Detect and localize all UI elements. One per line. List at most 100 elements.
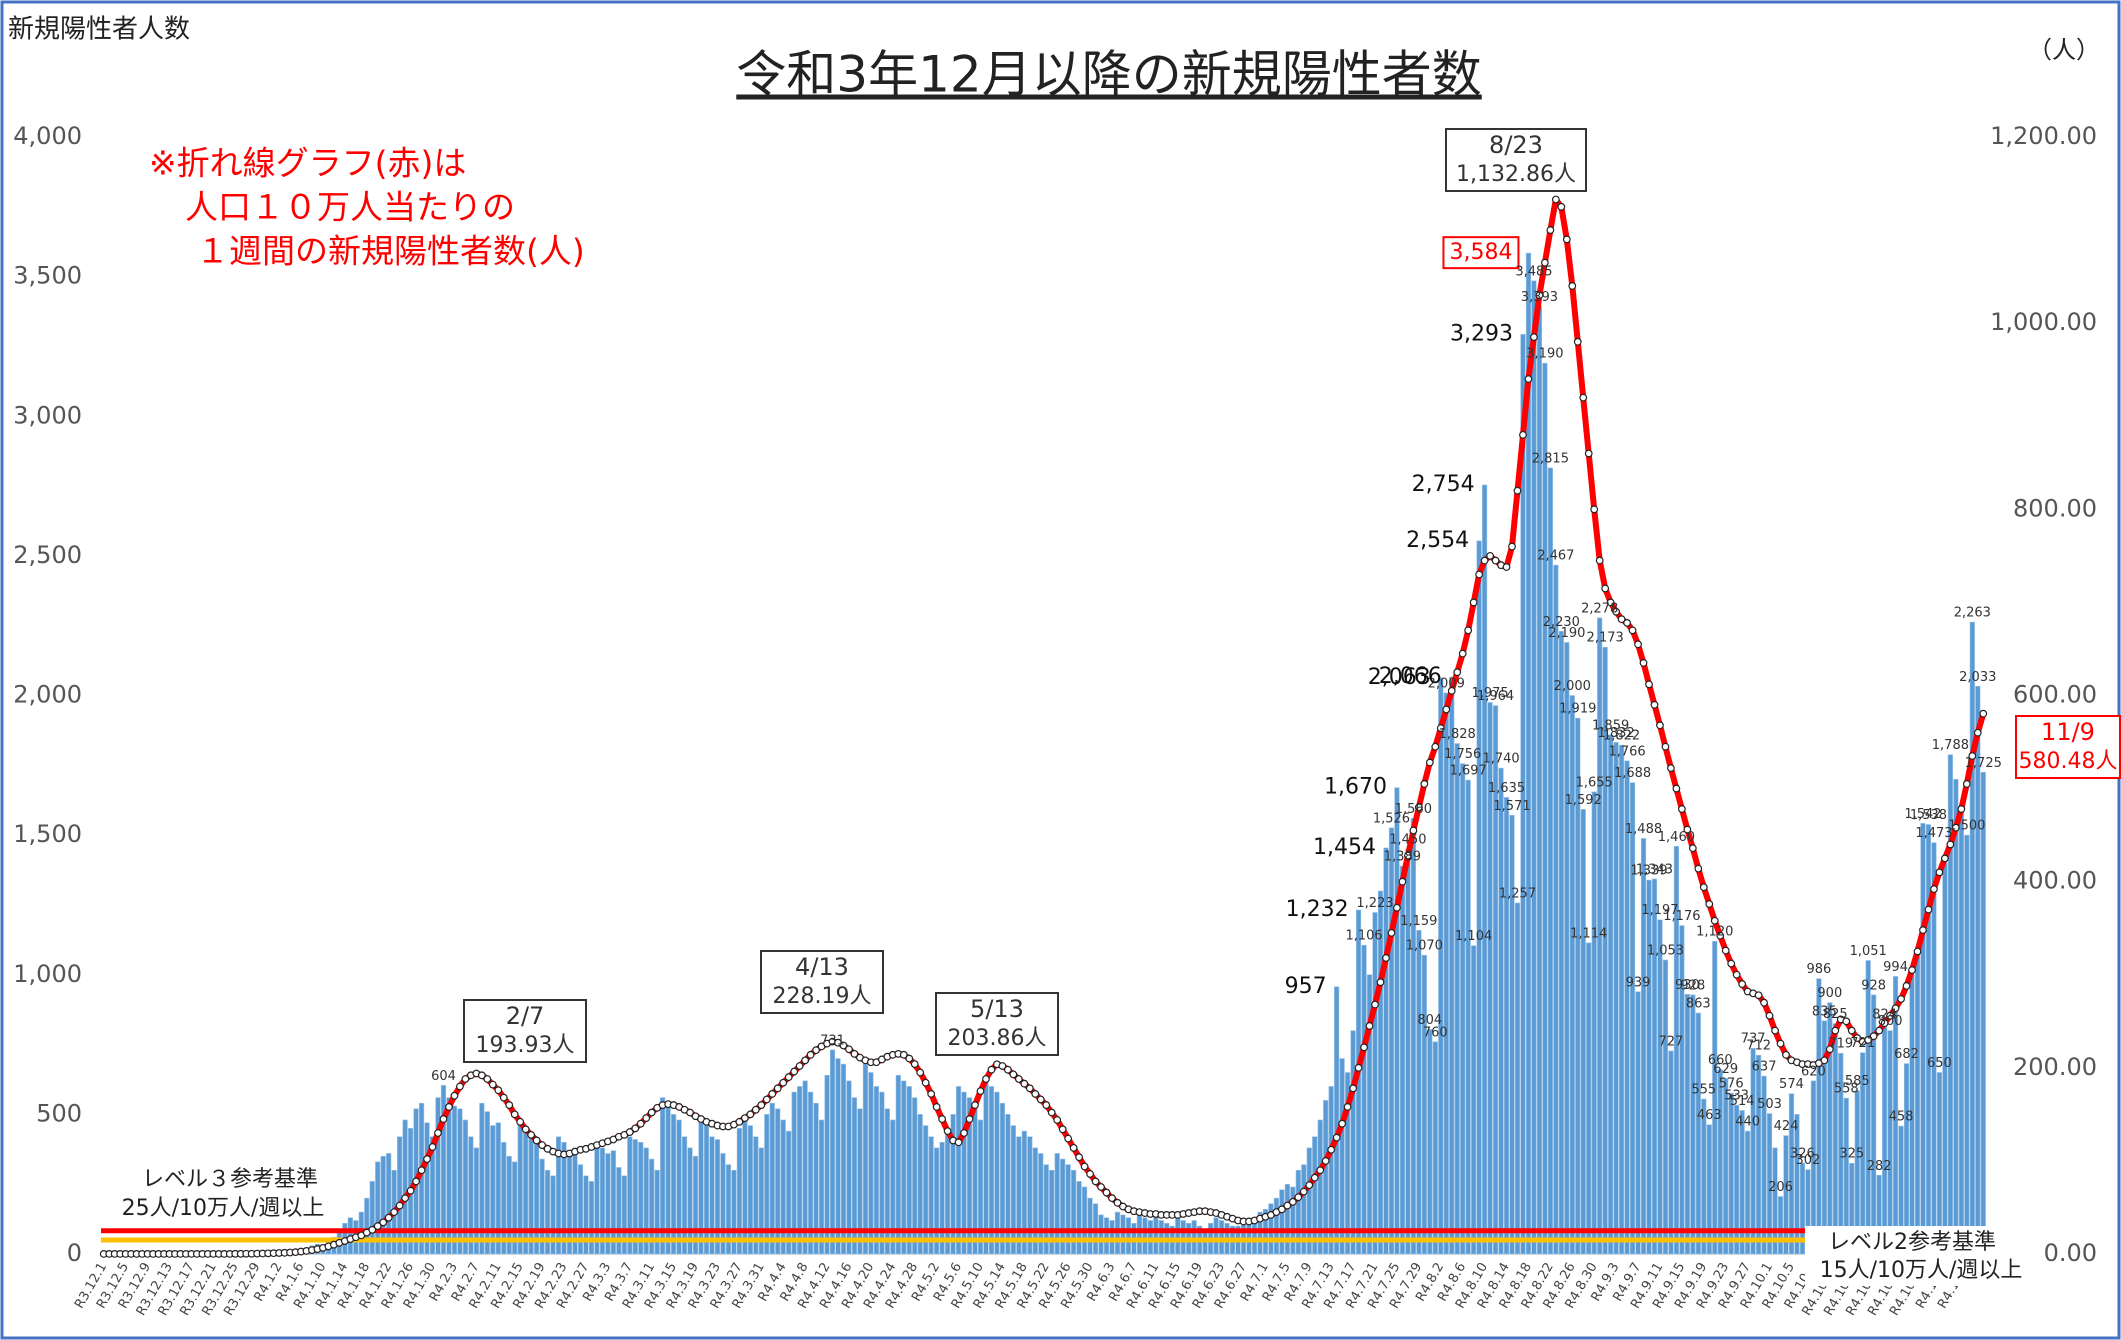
bar [1361,944,1367,1255]
bar [1706,1124,1712,1255]
line-point [1475,570,1484,579]
line-point [1875,1026,1884,1035]
bar [1049,1169,1055,1255]
bar [1218,1220,1225,1255]
bar [1032,1147,1038,1255]
bar [577,1164,584,1255]
bar [775,1108,781,1255]
value-label: 1,975 [1471,686,1508,701]
line-point [1656,721,1664,730]
y-tick-label: 3,000 [13,401,82,429]
value-label: 1,257 [1499,886,1536,901]
bar [1388,827,1395,1255]
line-point [1831,1026,1840,1035]
line-point [1031,1089,1040,1098]
line-point [1897,995,1905,1003]
bar [1038,1153,1044,1255]
bar [873,1086,879,1255]
bar [1421,954,1427,1255]
bar [1394,787,1400,1255]
line-point [516,1117,525,1126]
bar [1301,1164,1307,1255]
line-point [1951,823,1960,832]
value-label: 1,106 [1345,929,1382,944]
chart-title: 令和3年12月以降の新規陽性者数 [736,46,1481,104]
bar [621,1175,627,1255]
line-point [1979,709,1988,718]
line-point [1009,1070,1018,1079]
line-point [1354,1063,1363,1072]
line-point [1524,375,1533,383]
bar [424,1122,430,1255]
bar [1240,1220,1247,1255]
value-label: 503 [1757,1097,1782,1112]
line-point [395,1201,404,1210]
bar [857,1108,863,1255]
line-point [1480,556,1489,565]
bar [1054,1153,1060,1255]
bar [1657,919,1663,1255]
bar [851,1097,858,1255]
value-label: 1,114 [1570,926,1607,941]
line-point [976,1087,985,1096]
bar [1662,959,1669,1255]
line-point [532,1136,541,1145]
line-point [1941,854,1949,863]
value-label: 3,393 [1521,290,1558,305]
line-point [1014,1075,1023,1083]
bar [725,1164,732,1255]
value-label: 1,538 [1910,808,1947,823]
line-point [1327,1145,1336,1154]
bar [380,1155,386,1255]
bar [638,1142,644,1255]
note: １週間の新規陽性者数(人) [196,232,585,271]
bar [731,1169,737,1255]
line-point [1442,705,1451,714]
bar [1416,930,1422,1255]
bar [939,1142,945,1255]
bar [1608,734,1614,1255]
bar [375,1161,381,1255]
line-point [1332,1133,1341,1142]
bar [1816,978,1822,1255]
bar [1975,685,1981,1255]
bar [1958,806,1964,1255]
value-label: 1,542 [1904,807,1941,822]
line-point [768,1089,777,1098]
line-point [1721,946,1730,955]
bar [495,1122,501,1255]
line-point [1365,1022,1374,1030]
bar [720,1153,726,1255]
bar [681,1136,688,1255]
line-point [1321,1157,1330,1165]
bar [1312,1136,1318,1255]
value-label: 1,571 [1493,799,1530,814]
bar [1399,865,1406,1255]
note: ※折れ線グラフ(赤)は [149,144,466,183]
bar [1060,1158,1066,1255]
line-point [1403,851,1412,860]
line-point [1425,758,1434,767]
bar [1345,1072,1351,1255]
bar [1673,845,1680,1255]
y-tick-label: 1,000 [13,960,82,988]
bar [1728,1092,1734,1255]
value-label: 576 [1719,1077,1744,1092]
annotation-box [463,999,587,1063]
annotation-box [1445,128,1587,192]
bar [435,1097,441,1255]
bar [934,1147,940,1255]
bar [1081,1186,1088,1255]
line-point [527,1130,536,1139]
bar [555,1136,562,1255]
bar [512,1161,518,1255]
bar [1482,484,1488,1255]
line-point [1732,970,1741,979]
line-point [1414,803,1423,812]
y2-tick-label: 800.00 [2013,494,2097,522]
bar [769,1102,775,1255]
annotation-box [935,992,1059,1056]
value-label: 863 [1686,997,1711,1012]
value-label: 835 [1812,1004,1837,1019]
value-label: 1,053 [1647,943,1684,958]
